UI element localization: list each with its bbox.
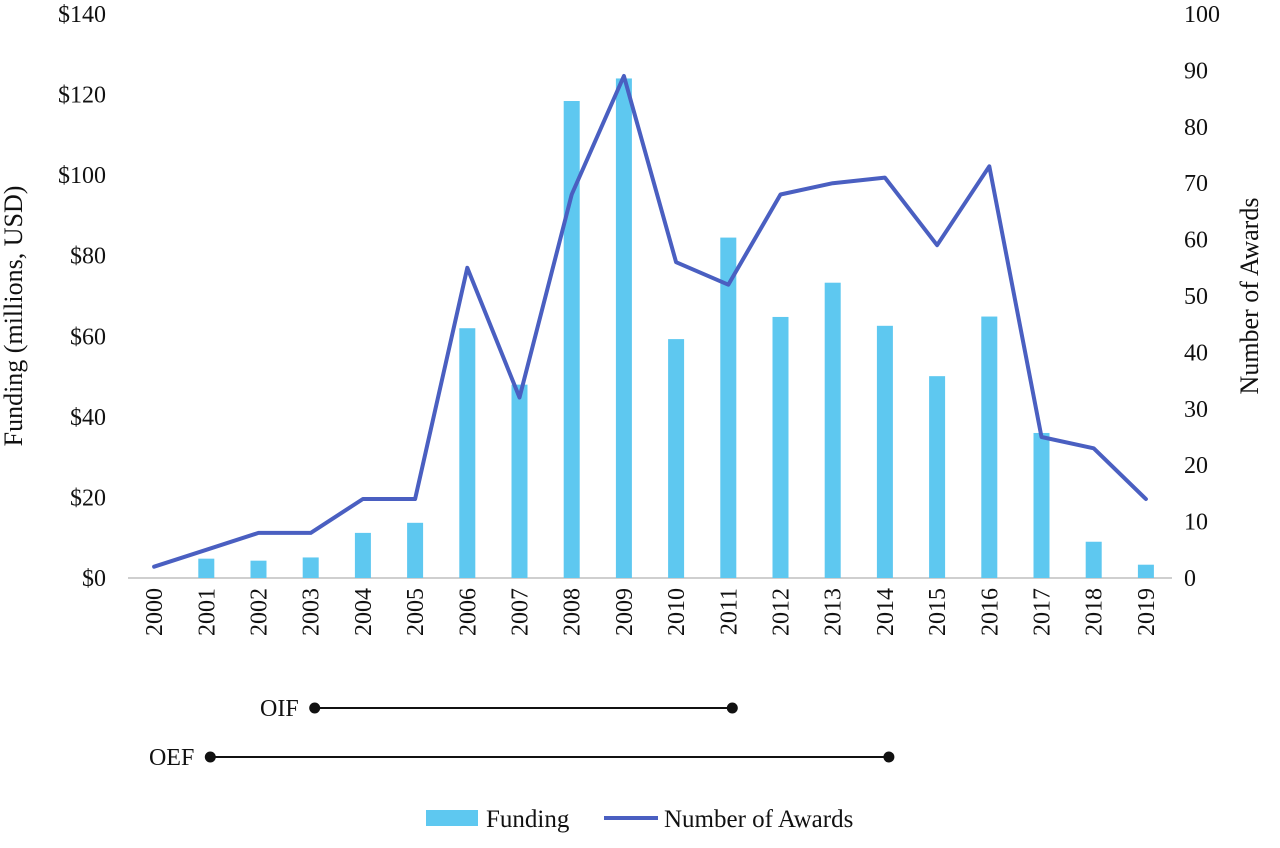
funding-bar — [511, 384, 528, 578]
funding-bar — [720, 237, 737, 579]
y-tick-label: $60 — [70, 324, 106, 350]
x-tick-label: 2019 — [1134, 588, 1160, 636]
x-tick-label: 2011 — [716, 588, 742, 635]
x-tick-label: 2018 — [1082, 588, 1108, 636]
funding-bar — [250, 560, 267, 578]
y2-tick-label: 10 — [1184, 510, 1208, 536]
funding-bar — [981, 316, 998, 578]
annotation-label: OIF — [260, 696, 299, 722]
awards-line-group — [152, 74, 1148, 569]
annotation-start-dot — [309, 702, 321, 714]
y-tick-label: $40 — [70, 405, 106, 431]
y-tick-label: $120 — [58, 83, 106, 109]
legend-swatch-funding — [426, 810, 478, 826]
x-tick-label: 2004 — [351, 588, 377, 636]
x-tick-label: 2003 — [299, 588, 325, 636]
funding-bar — [1137, 564, 1154, 578]
y-tick-label: $20 — [70, 485, 106, 511]
funding-bar — [929, 376, 946, 578]
x-tick-label: 2016 — [977, 588, 1003, 636]
annotation-end-dot — [883, 751, 895, 763]
y2-axis-title: Number of Awards — [1235, 198, 1264, 395]
funding-bar — [876, 325, 893, 578]
legend-label-awards: Number of Awards — [664, 806, 853, 833]
annotation-label: OEF — [149, 745, 194, 771]
y2-tick-label: 40 — [1184, 340, 1208, 366]
y2-tick-label: 60 — [1184, 228, 1208, 254]
x-tick-label: 2012 — [769, 588, 795, 636]
y2-tick-label: 50 — [1184, 284, 1208, 310]
y-tick-label: $100 — [58, 163, 106, 189]
x-tick-label: 2007 — [508, 588, 534, 636]
x-tick-label: 2008 — [560, 588, 586, 636]
funding-bars — [198, 78, 1154, 579]
y-tick-label: $140 — [58, 2, 106, 28]
funding-bar — [354, 532, 371, 578]
funding-bar — [772, 316, 789, 578]
y-tick-label: $0 — [82, 566, 106, 592]
awards-line — [152, 74, 1148, 569]
y2-tick-label: 20 — [1184, 453, 1208, 479]
funding-bar — [407, 522, 424, 578]
x-tick-label: 2000 — [142, 588, 168, 636]
y2-tick-label: 30 — [1184, 397, 1208, 423]
x-tick-label: 2015 — [925, 588, 951, 636]
legend-label-funding: Funding — [486, 806, 570, 833]
y-axis-title: Funding (millions, USD) — [0, 186, 28, 447]
x-tick-label: 2014 — [873, 588, 899, 636]
y2-tick-label: 0 — [1184, 566, 1196, 592]
funding-bar — [198, 558, 215, 578]
y2-tick-label: 90 — [1184, 58, 1208, 84]
annotations-group: OIF OEF — [149, 696, 895, 771]
axes-group: $0 $20 $40 $60 $80 $100 $120 $140 0 10 20 30 40 50 60 7… — [0, 2, 1264, 636]
x-tick-label: 2017 — [1030, 588, 1056, 636]
funding-bar — [459, 328, 476, 578]
legend: Funding Number of Awards — [426, 806, 853, 833]
funding-bar — [1085, 541, 1102, 578]
x-tick-label: 2009 — [612, 588, 638, 636]
y2-tick-label: 100 — [1184, 2, 1220, 28]
y2-tick-label: 70 — [1184, 171, 1208, 197]
y-tick-label: $80 — [70, 244, 106, 270]
funding-bar — [563, 101, 580, 578]
x-tick-label: 2013 — [821, 588, 847, 636]
funding-bar — [302, 557, 319, 578]
x-tick-label: 2005 — [403, 588, 429, 636]
x-tick-label: 2002 — [247, 588, 273, 636]
funding-bar — [615, 78, 632, 578]
funding-bar — [668, 339, 685, 578]
y2-tick-label: 80 — [1184, 115, 1208, 141]
annotation-start-dot — [204, 751, 216, 763]
funding-bar — [824, 282, 841, 578]
x-tick-label: 2006 — [455, 588, 481, 636]
annotation-end-dot — [726, 702, 738, 714]
funding-bar — [1033, 432, 1050, 578]
x-tick-label: 2010 — [664, 588, 690, 636]
x-tick-label: 2001 — [194, 588, 220, 636]
